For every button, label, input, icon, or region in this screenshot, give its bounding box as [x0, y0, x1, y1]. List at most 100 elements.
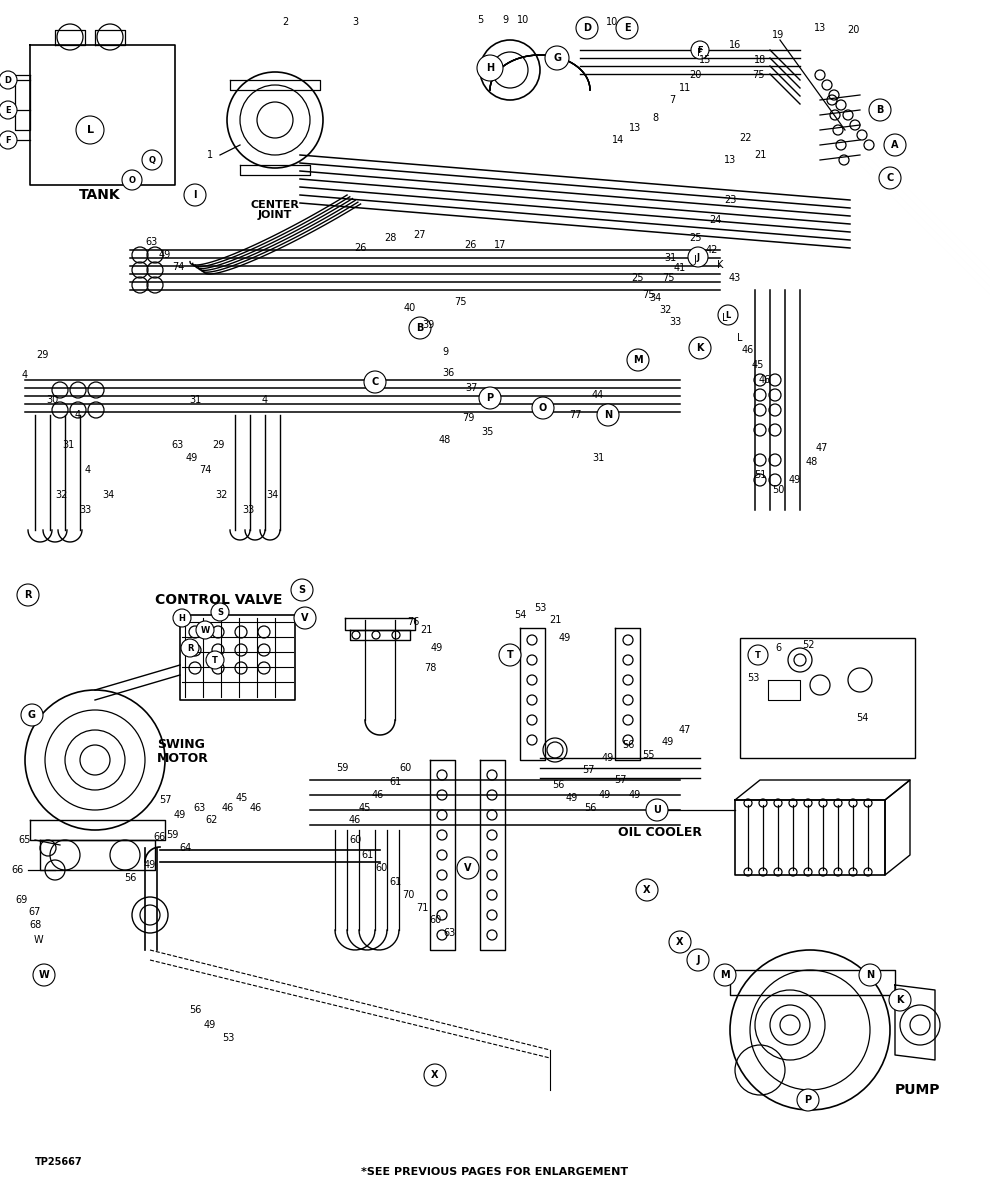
Bar: [740, 638, 915, 758]
Circle shape: [532, 397, 554, 419]
Text: CONTROL VALVE: CONTROL VALVE: [155, 593, 282, 607]
Text: 10: 10: [606, 17, 618, 27]
Text: 10: 10: [517, 15, 529, 25]
Text: N: N: [604, 411, 612, 420]
Text: L: L: [86, 125, 93, 135]
Text: K: K: [717, 260, 723, 270]
Text: D: D: [5, 76, 12, 84]
Circle shape: [748, 645, 768, 665]
Text: 56: 56: [551, 780, 564, 790]
Circle shape: [889, 989, 911, 1011]
Text: X: X: [644, 885, 650, 896]
Text: 47: 47: [679, 725, 691, 735]
Text: 57: 57: [158, 795, 171, 804]
Text: U: U: [653, 804, 661, 815]
Text: 56: 56: [622, 741, 635, 750]
Text: 75: 75: [751, 70, 764, 80]
Text: 55: 55: [642, 750, 654, 759]
Text: 15: 15: [699, 54, 711, 65]
Text: 56: 56: [124, 873, 137, 883]
Text: I: I: [193, 190, 197, 200]
Circle shape: [294, 607, 316, 629]
Text: 13: 13: [724, 155, 737, 164]
Circle shape: [17, 584, 39, 606]
Text: H: H: [178, 614, 185, 622]
Text: C: C: [886, 173, 894, 183]
Text: 63: 63: [172, 440, 184, 450]
Text: 75: 75: [661, 273, 674, 283]
Text: 74: 74: [172, 261, 184, 272]
Circle shape: [173, 609, 191, 627]
Text: OIL COOLER: OIL COOLER: [618, 826, 702, 839]
Text: S: S: [298, 586, 306, 595]
Text: 31: 31: [592, 453, 604, 463]
Circle shape: [627, 349, 649, 371]
Text: S: S: [217, 608, 223, 616]
Circle shape: [364, 371, 386, 393]
Text: 50: 50: [772, 485, 784, 494]
Text: V: V: [464, 864, 472, 873]
Text: 56: 56: [189, 1006, 201, 1015]
Text: A: A: [891, 140, 899, 150]
Text: 28: 28: [384, 233, 396, 243]
Circle shape: [691, 41, 709, 59]
Circle shape: [646, 799, 668, 821]
Text: R: R: [187, 644, 193, 653]
Text: B: B: [876, 105, 884, 115]
Text: F: F: [697, 45, 703, 54]
Text: 2: 2: [282, 17, 288, 27]
Text: F: F: [5, 136, 11, 144]
Circle shape: [669, 931, 691, 953]
Text: N: N: [866, 970, 874, 980]
Text: MOTOR: MOTOR: [157, 751, 209, 764]
Text: 68: 68: [29, 920, 42, 930]
Circle shape: [21, 704, 43, 726]
Text: W: W: [34, 935, 43, 945]
Circle shape: [409, 317, 431, 340]
Text: 59: 59: [336, 763, 348, 772]
Circle shape: [76, 116, 104, 144]
Text: 39: 39: [422, 319, 435, 330]
Text: 61: 61: [389, 777, 401, 787]
Text: 27: 27: [414, 230, 427, 240]
Circle shape: [687, 949, 709, 971]
Text: E: E: [5, 105, 11, 115]
Circle shape: [636, 879, 658, 901]
Text: 51: 51: [753, 470, 766, 480]
Text: 29: 29: [212, 440, 224, 450]
Text: 6: 6: [775, 644, 781, 653]
Text: 23: 23: [724, 195, 737, 205]
Text: 57: 57: [614, 775, 627, 786]
Text: 49: 49: [662, 737, 674, 746]
Text: 46: 46: [222, 803, 234, 813]
Text: 49: 49: [431, 644, 444, 653]
Text: 25: 25: [689, 233, 701, 243]
Text: 45: 45: [358, 803, 371, 813]
Text: 48: 48: [806, 457, 818, 467]
Text: 37: 37: [466, 383, 478, 393]
Circle shape: [597, 405, 619, 426]
Text: TP25667: TP25667: [35, 1157, 82, 1166]
Text: 62: 62: [206, 815, 218, 825]
Circle shape: [714, 964, 736, 985]
Text: 48: 48: [439, 435, 451, 445]
Text: J: J: [694, 256, 696, 265]
Circle shape: [545, 46, 569, 70]
Text: 31: 31: [664, 253, 676, 263]
Text: 20: 20: [689, 70, 701, 80]
Text: M: M: [720, 970, 730, 980]
Text: 59: 59: [165, 830, 178, 840]
Text: 35: 35: [482, 427, 494, 437]
Text: 36: 36: [442, 368, 454, 379]
Text: 69: 69: [16, 896, 28, 905]
Text: D: D: [583, 22, 591, 33]
Text: 49: 49: [186, 453, 198, 463]
Text: 54: 54: [855, 713, 868, 723]
Text: 16: 16: [729, 40, 742, 50]
Text: O: O: [129, 175, 136, 185]
Text: 71: 71: [416, 903, 429, 913]
Circle shape: [33, 964, 55, 985]
Text: 75: 75: [453, 297, 466, 308]
Text: 1: 1: [207, 150, 213, 160]
Text: 34: 34: [266, 490, 278, 500]
